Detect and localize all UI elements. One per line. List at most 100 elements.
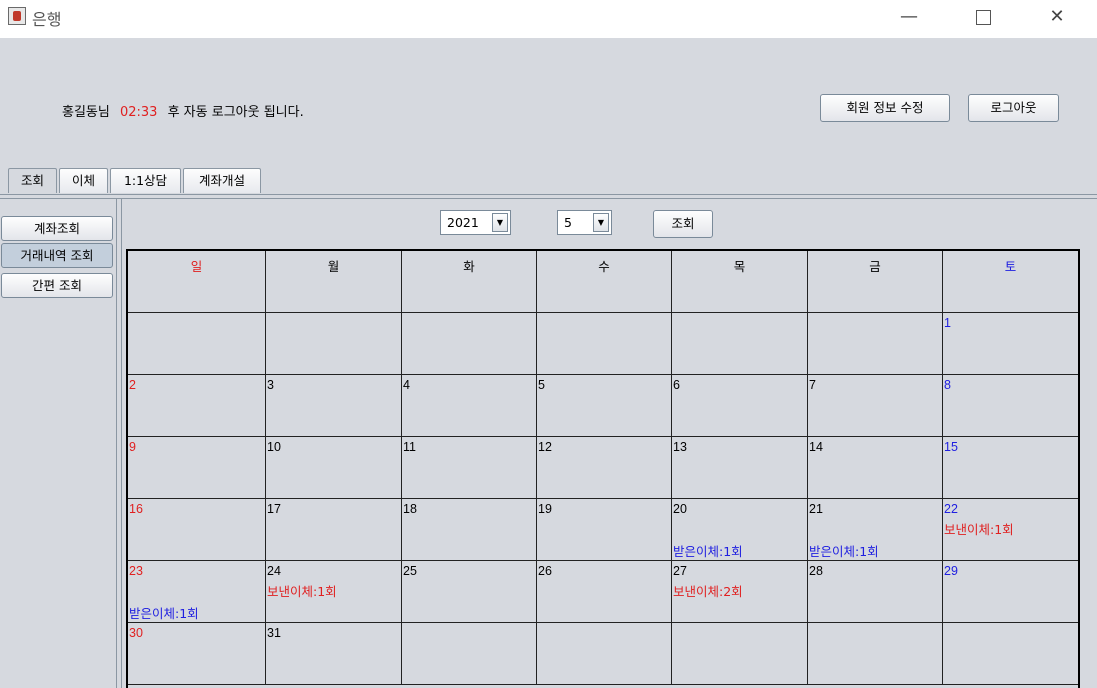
calendar-day-cell[interactable]: 1 xyxy=(943,313,1078,375)
calendar-day-cell[interactable]: 4 xyxy=(402,375,537,437)
sent-transfer-count: 보낸이체:1회 xyxy=(944,522,1014,537)
weekday-header-wed: 수 xyxy=(537,251,672,313)
calendar-day-cell[interactable]: 29 xyxy=(943,561,1078,623)
day-number: 1 xyxy=(944,316,951,330)
calendar-day-cell xyxy=(537,313,672,375)
day-number: 2 xyxy=(129,378,136,392)
edit-member-info-button[interactable]: 회원 정보 수정 xyxy=(820,94,950,122)
sidebar-quick-inquiry[interactable]: 간편 조회 xyxy=(1,273,113,298)
tab-transfer[interactable]: 이체 xyxy=(59,168,108,193)
close-button[interactable]: ✕ xyxy=(1049,6,1065,27)
calendar-day-cell[interactable]: 9 xyxy=(128,437,266,499)
calendar-day-cell[interactable]: 27 보낸이체:2회 xyxy=(672,561,808,623)
calendar-day-cell[interactable]: 10 xyxy=(266,437,402,499)
chevron-down-icon: ▼ xyxy=(593,213,609,232)
sidebar-account-inquiry[interactable]: 계좌조회 xyxy=(1,216,113,241)
received-transfer-count: 받은이체:1회 xyxy=(129,606,199,621)
calendar-day-cell[interactable]: 26 xyxy=(537,561,672,623)
calendar-day-cell[interactable]: 18 xyxy=(402,499,537,561)
day-number: 26 xyxy=(538,564,552,578)
day-number: 23 xyxy=(129,564,143,578)
session-status: 홍길동님 02:33 후 자동 로그아웃 됩니다. xyxy=(62,101,304,120)
calendar-day-cell[interactable]: 8 xyxy=(943,375,1078,437)
calendar-day-cell[interactable]: 6 xyxy=(672,375,808,437)
day-number: 15 xyxy=(944,440,958,454)
sent-transfer-count: 보낸이체:1회 xyxy=(267,584,337,599)
calendar-day-cell[interactable]: 19 xyxy=(537,499,672,561)
calendar-day-cell[interactable]: 2 xyxy=(128,375,266,437)
split-pane-divider[interactable] xyxy=(116,199,122,688)
day-number: 29 xyxy=(944,564,958,578)
minimize-button[interactable]: — xyxy=(900,6,918,27)
calendar-day-cell[interactable]: 20 받은이체:1회 xyxy=(672,499,808,561)
day-number: 14 xyxy=(809,440,823,454)
calendar-day-cell[interactable]: 16 xyxy=(128,499,266,561)
weekday-header-thu: 목 xyxy=(672,251,808,313)
calendar-day-cell[interactable]: 14 xyxy=(808,437,943,499)
day-number: 9 xyxy=(129,440,136,454)
calendar-day-cell[interactable]: 3 xyxy=(266,375,402,437)
maximize-button[interactable] xyxy=(960,4,1006,32)
day-number: 19 xyxy=(538,502,552,516)
calendar-day-cell xyxy=(266,313,402,375)
calendar-day-cell[interactable]: 21 받은이체:1회 xyxy=(808,499,943,561)
year-select[interactable]: 2021 ▼ xyxy=(440,210,511,235)
calendar-day-cell[interactable]: 13 xyxy=(672,437,808,499)
day-number: 17 xyxy=(267,502,281,516)
calendar-day-cell[interactable]: 5 xyxy=(537,375,672,437)
logout-button[interactable]: 로그아웃 xyxy=(968,94,1059,122)
day-number: 5 xyxy=(538,378,545,392)
maximize-icon xyxy=(975,9,991,25)
day-number: 18 xyxy=(403,502,417,516)
calendar-grid: 일 월 화 수 목 금 토 1 2 3 4 5 6 7 8 9 10 11 12 13 14 15 16 17 18 19 20 받은… xyxy=(126,249,1080,688)
day-number: 22 xyxy=(944,502,958,516)
calendar-day-cell[interactable]: 30 xyxy=(128,623,266,685)
year-value: 2021 xyxy=(447,215,479,230)
month-select[interactable]: 5 ▼ xyxy=(557,210,612,235)
weekday-header-sat: 토 xyxy=(943,251,1078,313)
month-value: 5 xyxy=(564,215,572,230)
weekday-header-tue: 화 xyxy=(402,251,537,313)
tab-inquiry[interactable]: 조회 xyxy=(8,168,57,193)
calendar-day-cell xyxy=(402,623,537,685)
tab-divider xyxy=(0,194,1097,195)
day-number: 8 xyxy=(944,378,951,392)
calendar-day-cell[interactable]: 31 xyxy=(266,623,402,685)
calendar-day-cell[interactable]: 23 받은이체:1회 xyxy=(128,561,266,623)
day-number: 24 xyxy=(267,564,281,578)
day-number: 28 xyxy=(809,564,823,578)
tab-content-border xyxy=(0,198,1097,199)
tab-consultation[interactable]: 1:1상담 xyxy=(110,168,181,193)
weekday-header-fri: 금 xyxy=(808,251,943,313)
sidebar-transaction-history[interactable]: 거래내역 조회 xyxy=(1,243,113,268)
day-number: 25 xyxy=(403,564,417,578)
calendar-day-cell xyxy=(128,313,266,375)
calendar-day-cell[interactable]: 24 보낸이체:1회 xyxy=(266,561,402,623)
calendar-day-cell xyxy=(402,313,537,375)
calendar-day-cell[interactable]: 22 보낸이체:1회 xyxy=(943,499,1078,561)
calendar-day-cell[interactable]: 11 xyxy=(402,437,537,499)
day-number: 6 xyxy=(673,378,680,392)
weekday-header-sun: 일 xyxy=(128,251,266,313)
day-number: 3 xyxy=(267,378,274,392)
weekday-header-mon: 월 xyxy=(266,251,402,313)
calendar-day-cell[interactable]: 28 xyxy=(808,561,943,623)
calendar-day-cell[interactable]: 7 xyxy=(808,375,943,437)
tab-open-account[interactable]: 계좌개설 xyxy=(183,168,261,193)
day-number: 21 xyxy=(809,502,823,516)
calendar-day-cell[interactable]: 12 xyxy=(537,437,672,499)
search-button[interactable]: 조회 xyxy=(653,210,713,238)
day-number: 10 xyxy=(267,440,281,454)
day-number: 11 xyxy=(403,440,416,454)
calendar-day-cell[interactable]: 15 xyxy=(943,437,1078,499)
window-title: 은행 xyxy=(32,10,62,29)
day-number: 13 xyxy=(673,440,687,454)
calendar-day-cell[interactable]: 17 xyxy=(266,499,402,561)
logout-notice: 후 자동 로그아웃 됩니다. xyxy=(167,105,304,120)
calendar-day-cell xyxy=(672,623,808,685)
calendar-day-cell xyxy=(537,623,672,685)
calendar-day-cell[interactable]: 25 xyxy=(402,561,537,623)
java-app-icon xyxy=(8,7,26,25)
day-number: 31 xyxy=(267,626,281,640)
day-number: 30 xyxy=(129,626,143,640)
